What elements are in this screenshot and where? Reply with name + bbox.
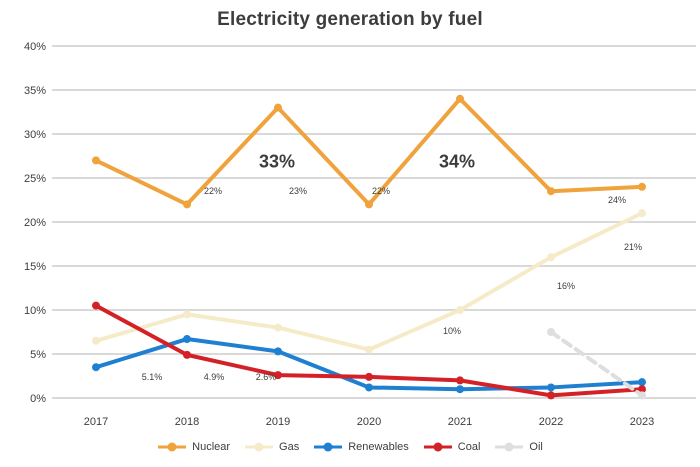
legend-line-marker-icon xyxy=(423,442,452,452)
series-marker-renewables xyxy=(274,347,282,356)
series-marker-coal xyxy=(638,385,646,394)
legend-item-gas: Gas xyxy=(244,441,299,453)
series-marker-oil xyxy=(638,391,646,400)
series-line-oil xyxy=(549,330,644,398)
data-label: 4.9% xyxy=(204,372,225,382)
x-axis-tick-label: 2022 xyxy=(539,416,563,428)
legend-item-nuclear: Nuclear xyxy=(157,441,230,453)
data-label: 2.6% xyxy=(256,372,277,382)
series-marker-nuclear xyxy=(92,156,100,165)
data-label: 24% xyxy=(608,195,626,205)
legend-item-label: Coal xyxy=(457,441,481,453)
series-marker-gas xyxy=(547,253,555,262)
series-marker-gas xyxy=(456,306,464,314)
x-axis-tick-label: 2023 xyxy=(630,416,654,428)
x-axis-tick-label: 2017 xyxy=(84,416,108,428)
series-marker-oil xyxy=(547,328,555,336)
y-axis-tick-label: 5% xyxy=(30,349,46,361)
y-axis-tick-label: 0% xyxy=(30,393,46,405)
x-axis-tick-label: 2018 xyxy=(175,416,199,428)
legend-item-label: Renewables xyxy=(348,441,409,453)
legend-item-label: Oil xyxy=(529,441,543,453)
series-marker-renewables xyxy=(638,378,646,387)
y-axis-tick-label: 30% xyxy=(24,129,46,141)
series-marker-nuclear xyxy=(456,94,464,103)
series-marker-renewables xyxy=(547,383,555,392)
series-marker-gas xyxy=(92,336,100,345)
series-marker-coal xyxy=(365,372,373,381)
y-axis-tick-label: 40% xyxy=(24,41,46,53)
data-label: 5.1% xyxy=(142,372,163,382)
series-marker-nuclear xyxy=(274,103,282,112)
y-axis-tick-label: 25% xyxy=(24,173,46,185)
legend-line-marker-icon xyxy=(245,442,274,452)
series-marker-coal xyxy=(547,391,555,400)
legend-item-label: Gas xyxy=(279,441,300,453)
series-marker-gas xyxy=(274,323,282,332)
series-marker-nuclear xyxy=(547,187,555,196)
legend: Nuclear Gas Renewables Coal Oil xyxy=(0,441,700,453)
series-marker-gas xyxy=(183,310,191,319)
data-label: 22% xyxy=(372,186,390,196)
series-marker-renewables xyxy=(365,383,373,392)
series-marker-coal xyxy=(456,376,464,385)
x-axis-tick-label: 2020 xyxy=(357,416,381,428)
data-label: 34% xyxy=(439,151,475,171)
y-axis-tick-label: 15% xyxy=(24,261,46,273)
x-axis-tick-label: 2021 xyxy=(448,416,472,428)
data-label: 16% xyxy=(557,281,575,291)
series-marker-coal xyxy=(183,350,191,359)
y-axis-tick-label: 20% xyxy=(24,217,46,229)
series-marker-renewables xyxy=(92,363,100,372)
legend-item-coal: Coal xyxy=(423,441,481,453)
series-marker-gas xyxy=(638,209,646,218)
legend-line-marker-icon xyxy=(158,442,187,452)
series-marker-nuclear xyxy=(183,200,191,209)
legend-item-renewables: Renewables xyxy=(313,441,409,453)
series-marker-coal xyxy=(274,371,282,380)
legend-line-marker-icon xyxy=(495,442,524,452)
series-line-nuclear xyxy=(94,96,644,207)
data-label: 23% xyxy=(289,186,307,196)
series-marker-gas xyxy=(365,345,373,354)
series-marker-renewables xyxy=(456,385,464,394)
data-label: 22% xyxy=(204,186,222,196)
series-marker-nuclear xyxy=(638,182,646,191)
plot-area: 40% 35% 30% 25% 20% 15% 10% 5% 0% 2017 2018 2019 202… xyxy=(24,41,696,428)
chart-title: Electricity generation by fuel xyxy=(217,9,483,30)
y-axis-tick-label: 35% xyxy=(24,85,46,97)
series-marker-nuclear xyxy=(365,200,373,209)
y-axis-tick-label: 10% xyxy=(24,305,46,317)
data-label: 10% xyxy=(443,326,461,336)
data-label: 21% xyxy=(624,242,642,252)
x-axis-tick-label: 2019 xyxy=(266,416,290,428)
legend-item-oil: Oil xyxy=(494,441,543,453)
legend-line-marker-icon xyxy=(314,442,343,452)
series-marker-coal xyxy=(92,301,100,310)
legend-item-label: Nuclear xyxy=(192,441,231,453)
data-label: 33% xyxy=(259,151,295,171)
series-marker-renewables xyxy=(183,335,191,344)
